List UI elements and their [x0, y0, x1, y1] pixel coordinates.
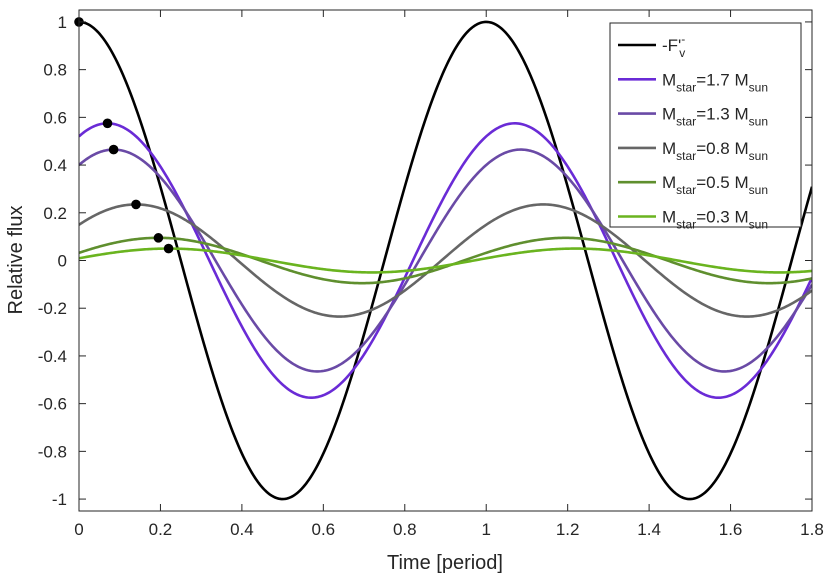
plot-markers — [74, 17, 174, 254]
series-line-2 — [79, 148, 812, 373]
legend-label-3: Mstar=0.8 Msun — [662, 139, 768, 163]
x-tick-label: 0 — [74, 520, 83, 539]
legend-label-1: Mstar=1.7 Msun — [662, 70, 768, 94]
x-tick-label: 0.8 — [393, 520, 417, 539]
x-axis-label: Time [period] — [387, 552, 503, 574]
series-line-4 — [79, 236, 812, 285]
series-line-3 — [79, 203, 812, 318]
x-tick-label: 1 — [481, 520, 490, 539]
peak-marker-3 — [131, 199, 141, 210]
peak-marker-1 — [102, 118, 113, 129]
y-tick-label: 1 — [58, 13, 67, 32]
y-tick-label: 0.4 — [43, 156, 67, 175]
y-tick-label: 0.6 — [43, 108, 67, 127]
x-tick-label: 1.8 — [800, 520, 824, 539]
legend-box — [609, 22, 802, 228]
peak-marker-5 — [163, 243, 174, 254]
series-line-5 — [79, 247, 812, 274]
legend: -F'-v Mstar=1.7 Msun Mstar=1.3 Msun Mstar=0… — [609, 22, 802, 232]
y-tick-label: 0 — [58, 252, 67, 271]
y-tick-label: -0.6 — [38, 395, 67, 414]
x-ticks: 0 0.2 0.4 0.6 0.8 1 1.2 1.4 1.6 1.8 — [74, 10, 824, 539]
y-axis-label: Relative flux — [5, 206, 27, 315]
y-tick-label: -0.4 — [38, 347, 67, 366]
y-tick-label: -0.8 — [38, 442, 67, 461]
plot-curves — [79, 20, 812, 501]
y-ticks: -1 -0.8 -0.6 -0.4 -0.2 0 0.2 0.4 0.6 0.8 1 — [38, 13, 812, 509]
series-line-0 — [79, 20, 812, 501]
legend-label-5: Mstar=0.3 Msun — [662, 208, 768, 232]
peak-marker-4 — [153, 233, 164, 243]
x-tick-label: 0.2 — [149, 520, 173, 539]
legend-label-2: Mstar=1.3 Msun — [662, 105, 768, 129]
x-tick-label: 1.6 — [719, 520, 743, 539]
y-tick-label: -0.2 — [38, 299, 67, 318]
x-tick-label: 1.2 — [556, 520, 580, 539]
y-tick-label: 0.2 — [43, 204, 67, 223]
legend-label-4: Mstar=0.5 Msun — [662, 173, 768, 197]
y-tick-label: -1 — [52, 490, 67, 509]
x-tick-label: 1.4 — [637, 520, 661, 539]
y-tick-label: 0.8 — [43, 61, 67, 80]
x-tick-label: 0.4 — [230, 520, 254, 539]
x-tick-label: 0.6 — [312, 520, 336, 539]
peak-marker-2 — [108, 144, 119, 155]
legend-label-0: -F'-v — [662, 32, 685, 60]
